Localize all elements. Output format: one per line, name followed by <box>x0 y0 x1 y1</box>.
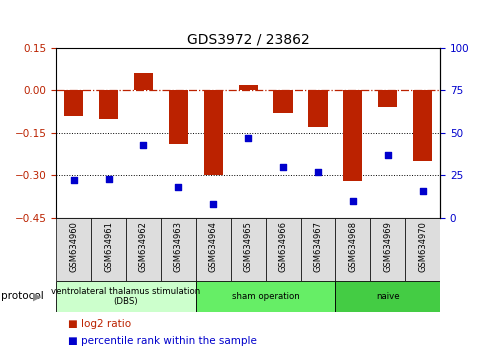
Text: naive: naive <box>375 292 399 301</box>
FancyBboxPatch shape <box>230 218 265 281</box>
Bar <box>273 90 292 113</box>
Text: ■ percentile rank within the sample: ■ percentile rank within the sample <box>68 336 257 346</box>
Point <box>174 184 182 190</box>
FancyBboxPatch shape <box>126 218 161 281</box>
Point <box>348 198 356 204</box>
FancyBboxPatch shape <box>195 281 335 312</box>
Point <box>70 177 78 183</box>
Point <box>104 176 112 182</box>
Bar <box>99 90 118 119</box>
Point <box>383 152 391 158</box>
FancyBboxPatch shape <box>161 218 195 281</box>
FancyBboxPatch shape <box>335 281 439 312</box>
Text: GSM634962: GSM634962 <box>139 221 148 272</box>
Point <box>244 135 252 141</box>
Bar <box>343 90 362 181</box>
Bar <box>238 85 257 90</box>
FancyBboxPatch shape <box>56 281 195 312</box>
Bar <box>308 90 327 127</box>
Point <box>279 164 286 170</box>
Text: GSM634963: GSM634963 <box>174 221 183 272</box>
Text: ventrolateral thalamus stimulation
(DBS): ventrolateral thalamus stimulation (DBS) <box>51 287 200 306</box>
FancyBboxPatch shape <box>335 218 369 281</box>
Bar <box>134 73 153 90</box>
FancyBboxPatch shape <box>300 218 335 281</box>
FancyBboxPatch shape <box>56 218 91 281</box>
Point <box>209 201 217 207</box>
Text: GSM634968: GSM634968 <box>347 221 357 272</box>
Text: GSM634964: GSM634964 <box>208 221 217 272</box>
Point <box>418 188 426 193</box>
Text: GSM634961: GSM634961 <box>104 221 113 272</box>
FancyBboxPatch shape <box>405 218 439 281</box>
Text: ▶: ▶ <box>33 291 41 302</box>
FancyBboxPatch shape <box>195 218 230 281</box>
Text: GSM634969: GSM634969 <box>383 221 391 272</box>
FancyBboxPatch shape <box>91 218 126 281</box>
Bar <box>64 90 83 116</box>
Bar <box>377 90 397 107</box>
Title: GDS3972 / 23862: GDS3972 / 23862 <box>186 33 309 47</box>
Text: ■ log2 ratio: ■ log2 ratio <box>68 319 131 329</box>
Text: GSM634965: GSM634965 <box>243 221 252 272</box>
Text: protocol: protocol <box>1 291 43 302</box>
FancyBboxPatch shape <box>265 218 300 281</box>
Text: GSM634970: GSM634970 <box>417 221 427 272</box>
Text: sham operation: sham operation <box>231 292 299 301</box>
Bar <box>168 90 187 144</box>
FancyBboxPatch shape <box>369 218 405 281</box>
Text: GSM634967: GSM634967 <box>313 221 322 272</box>
Text: GSM634960: GSM634960 <box>69 221 78 272</box>
Bar <box>203 90 223 175</box>
Text: GSM634966: GSM634966 <box>278 221 287 272</box>
Point <box>139 142 147 148</box>
Bar <box>412 90 431 161</box>
Point <box>313 169 321 175</box>
